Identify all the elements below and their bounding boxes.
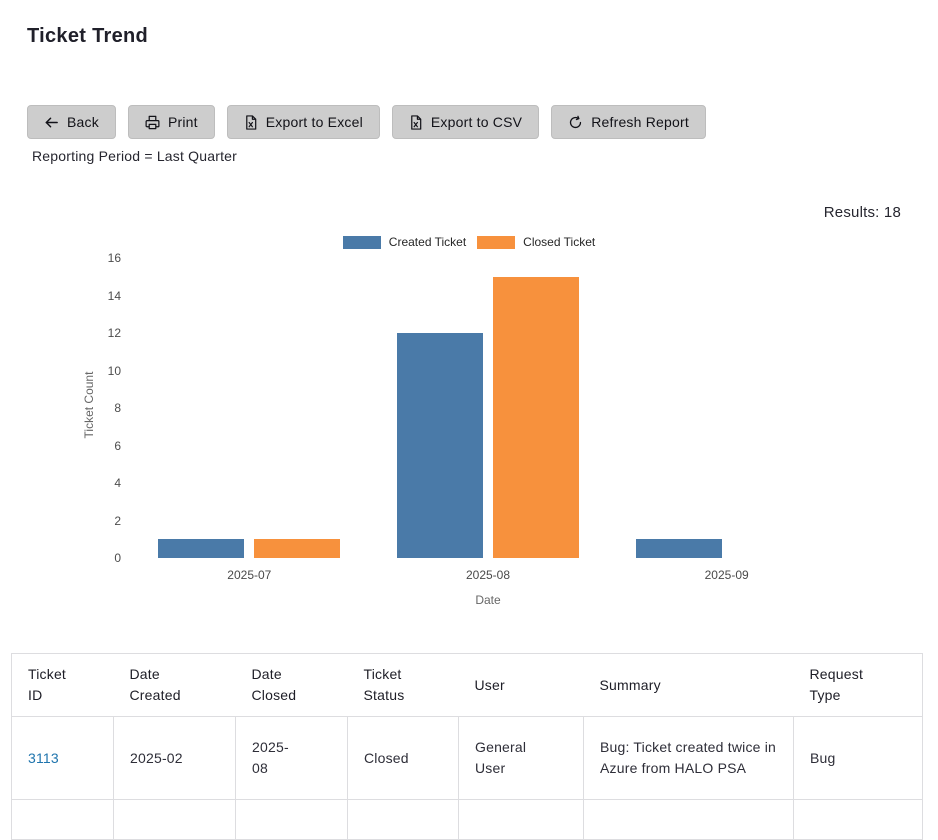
bar-created-ticket-2025-07 [158,539,245,558]
cell-date-created: 2025-02 [113,716,236,800]
col-header-date-closed: Date Closed [235,653,348,717]
bar-created-ticket-2025-09 [635,539,722,558]
legend-label: Created Ticket [388,235,467,249]
page-title: Ticket Trend [27,25,149,47]
x-axis-title: Date [475,593,501,607]
export-excel-button-label: Export to Excel [265,114,363,130]
col-header-ticket-id: Ticket ID [11,653,114,717]
table-header-row: Ticket ID Date Created Date Closed Ticke… [11,653,923,717]
refresh-report-button-label: Refresh Report [591,114,689,130]
file-csv-icon [409,114,423,130]
y-axis-tick: 14 [107,288,121,303]
y-axis-tick: 8 [114,401,121,415]
y-axis-title: Ticket Count [82,371,96,439]
ticket-trend-chart: Created Ticket Closed Ticket 0 2 4 6 8 10 12 14 16… [0,230,938,612]
ticket-id-link[interactable]: 3113 [28,749,59,766]
reporting-period-text: Reporting Period = Last Quarter [32,148,238,164]
back-button-label: Back [67,114,99,130]
col-header-date-created: Date Created [113,653,236,717]
legend-item: Closed Ticket [477,235,595,249]
legend-label: Closed Ticket [523,235,596,249]
export-csv-button[interactable]: Export to CSV [391,105,540,139]
x-axis-tick: 2025-07 [227,568,272,582]
chart-legend: Created Ticket Closed Ticket [0,235,938,249]
col-header-request-type: Request Type [793,653,923,717]
cell-request-type: Bug [793,716,923,800]
table-row: 3113 2025-02 2025-08 Closed General User… [11,716,923,800]
legend-item: Created Ticket [342,235,467,249]
results-count: Results: 18 [823,204,901,221]
bar-closed-ticket-2025-08 [493,276,579,558]
refresh-report-button[interactable]: Refresh Report [551,105,706,139]
y-axis-tick: 12 [107,326,121,340]
file-excel-icon [244,114,258,130]
toolbar: Back Print Export to Excel Export to CSV… [27,105,706,139]
cell-date-closed: 2025-08 [235,716,348,800]
col-header-user: User [458,653,584,717]
y-axis-tick: 16 [107,251,121,265]
y-axis-tick: 6 [114,438,121,453]
print-button-label: Print [167,114,198,130]
x-axis-tick: 2025-09 [704,568,749,582]
col-header-ticket-status: Ticket Status [347,653,459,717]
printer-icon [145,115,160,130]
export-excel-button[interactable]: Export to Excel [226,105,380,139]
y-axis-tick: 4 [114,476,121,490]
col-header-summary: Summary [583,653,794,717]
ticket-table: Ticket ID Date Created Date Closed Ticke… [11,653,923,840]
cell-ticket-status: Closed [347,716,459,800]
print-button[interactable]: Print [127,105,215,139]
cell-user: General User [458,716,584,800]
arrow-left-icon [44,115,59,130]
y-axis-tick: 2 [114,513,121,528]
legend-swatch-icon [477,235,516,249]
export-csv-button-label: Export to CSV [430,114,523,130]
cell-ticket-id: 3113 [11,716,114,800]
bar-closed-ticket-2025-07 [254,539,341,558]
y-axis-tick: 10 [107,363,121,378]
x-axis-tick: 2025-08 [465,568,511,582]
back-button[interactable]: Back [27,105,116,139]
legend-swatch-icon [342,235,381,249]
cell-summary: Bug: Ticket created twice in Azure from … [583,716,794,800]
refresh-icon [568,115,583,130]
ticket-trend-report-page: { "page": { "title": "Ticket Trend" }, "… [0,25,938,840]
y-axis-tick: 0 [114,551,121,565]
table-row-partial [11,799,923,840]
bar-created-ticket-2025-08 [397,333,483,558]
